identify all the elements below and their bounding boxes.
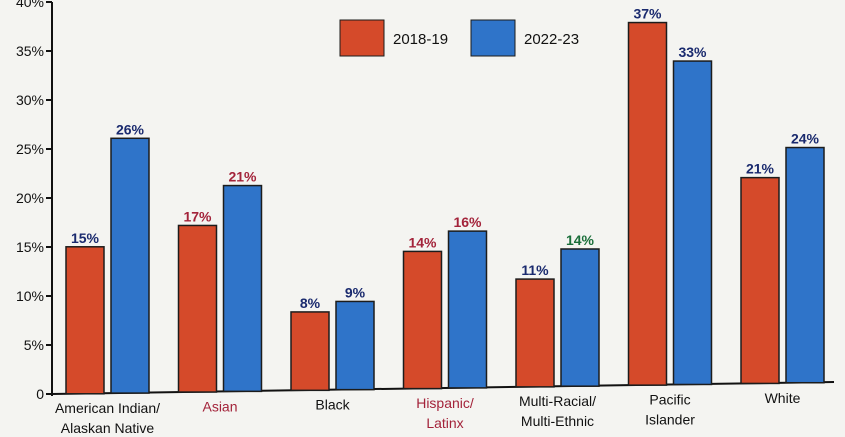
category-label-line: Latinx <box>426 415 463 431</box>
bar-2018-19-3 <box>402 250 443 390</box>
legend-label: 2022-23 <box>524 31 579 48</box>
data-label: 33% <box>678 44 707 60</box>
bar-2018-19-1 <box>177 224 218 393</box>
y-tick-label: 35% <box>16 43 44 59</box>
category-label-line: White <box>765 390 801 406</box>
bar-2022-23-5 <box>672 60 713 386</box>
data-label: 26% <box>116 121 145 137</box>
x-category-label: Hispanic/Latinx <box>416 395 474 431</box>
category-label-line: Black <box>315 397 350 413</box>
category-label-line: Multi-Ethnic <box>521 413 594 429</box>
legend-swatch-2018-19 <box>339 19 385 57</box>
y-tick-label: 25% <box>16 141 44 157</box>
category-label-line: Multi-Racial/ <box>519 393 596 409</box>
x-category-label: American Indian/Alaskan Native <box>55 400 160 436</box>
data-label: 37% <box>633 6 662 22</box>
bar-2018-19-2 <box>290 311 330 392</box>
bar-2018-19-5 <box>627 21 668 386</box>
bar-2018-19-4 <box>515 278 555 388</box>
legend-label: 2018-19 <box>393 31 448 48</box>
y-tick-label: 5% <box>24 337 44 353</box>
x-category-label: Black <box>315 397 350 413</box>
category-label-line: Alaskan Native <box>61 420 155 436</box>
data-label: 21% <box>746 161 775 177</box>
bar-2022-23-3 <box>447 230 488 389</box>
category-label-line: Pacific <box>649 392 690 408</box>
bar-2022-23-4 <box>560 248 600 387</box>
y-tick-label: 10% <box>16 288 44 304</box>
y-tick-label: 20% <box>16 190 44 206</box>
x-category-label: Multi-Racial/Multi-Ethnic <box>519 393 596 429</box>
bar-2018-19-6 <box>740 176 780 385</box>
data-label: 9% <box>345 284 366 300</box>
legend-swatch-2022-23 <box>470 19 516 57</box>
x-axis-line <box>51 381 835 395</box>
bar-2018-19-0 <box>65 246 105 395</box>
bar-2022-23-1 <box>222 184 263 393</box>
bar-2022-23-0 <box>110 137 150 394</box>
data-label: 21% <box>228 169 257 185</box>
y-tick-label: 40% <box>16 0 44 10</box>
bar-2022-23-2 <box>335 300 375 391</box>
data-label: 14% <box>408 234 437 250</box>
x-category-label: White <box>765 390 801 406</box>
y-tick-label: 0 <box>36 386 44 402</box>
category-label-line: Hispanic/ <box>416 395 474 411</box>
category-label-line: Islander <box>645 412 695 428</box>
data-label: 24% <box>791 131 820 147</box>
data-label: 16% <box>453 214 482 230</box>
data-label: 17% <box>183 208 212 224</box>
data-label: 8% <box>300 295 321 311</box>
bar-2022-23-6 <box>785 146 825 384</box>
x-category-label: Asian <box>202 398 237 414</box>
data-label: 14% <box>566 232 595 248</box>
data-label: 11% <box>521 262 549 278</box>
y-tick-label: 30% <box>16 92 44 108</box>
x-category-label: Pacific Islander <box>645 392 695 428</box>
data-label: 15% <box>71 230 100 246</box>
y-tick-label: 15% <box>16 239 44 255</box>
category-label-line: American Indian/ <box>55 400 160 416</box>
category-label-line: Asian <box>202 398 237 414</box>
